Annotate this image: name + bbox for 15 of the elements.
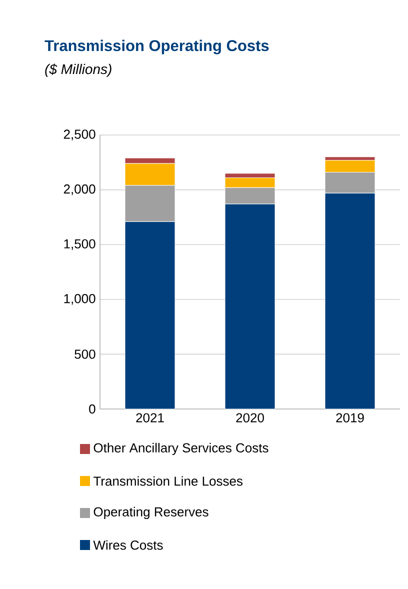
y-tick-label: 0 — [89, 404, 96, 414]
x-tick-label: 2019 — [336, 413, 364, 422]
y-tick-label: 1,500 — [64, 239, 96, 250]
y-tick-label: 2,500 — [64, 130, 96, 140]
legend-label: Operating Reserves — [94, 506, 208, 520]
legend-label: Transmission Line Losses — [94, 476, 243, 486]
y-tick-label: 500 — [74, 350, 96, 359]
chart-title: Transmission Operating Costs — [44, 40, 269, 54]
x-tick-label: 2020 — [236, 413, 264, 422]
x-tick-label: 2021 — [136, 413, 164, 422]
legend-label: Other Ancillary Services Costs — [94, 442, 268, 456]
y-tick-label: 2,000 — [64, 184, 96, 196]
chart-subtitle: ($ Millions) — [45, 64, 112, 77]
legend-label: Wires Costs — [93, 540, 163, 550]
y-tick-label: 1,000 — [64, 294, 96, 305]
